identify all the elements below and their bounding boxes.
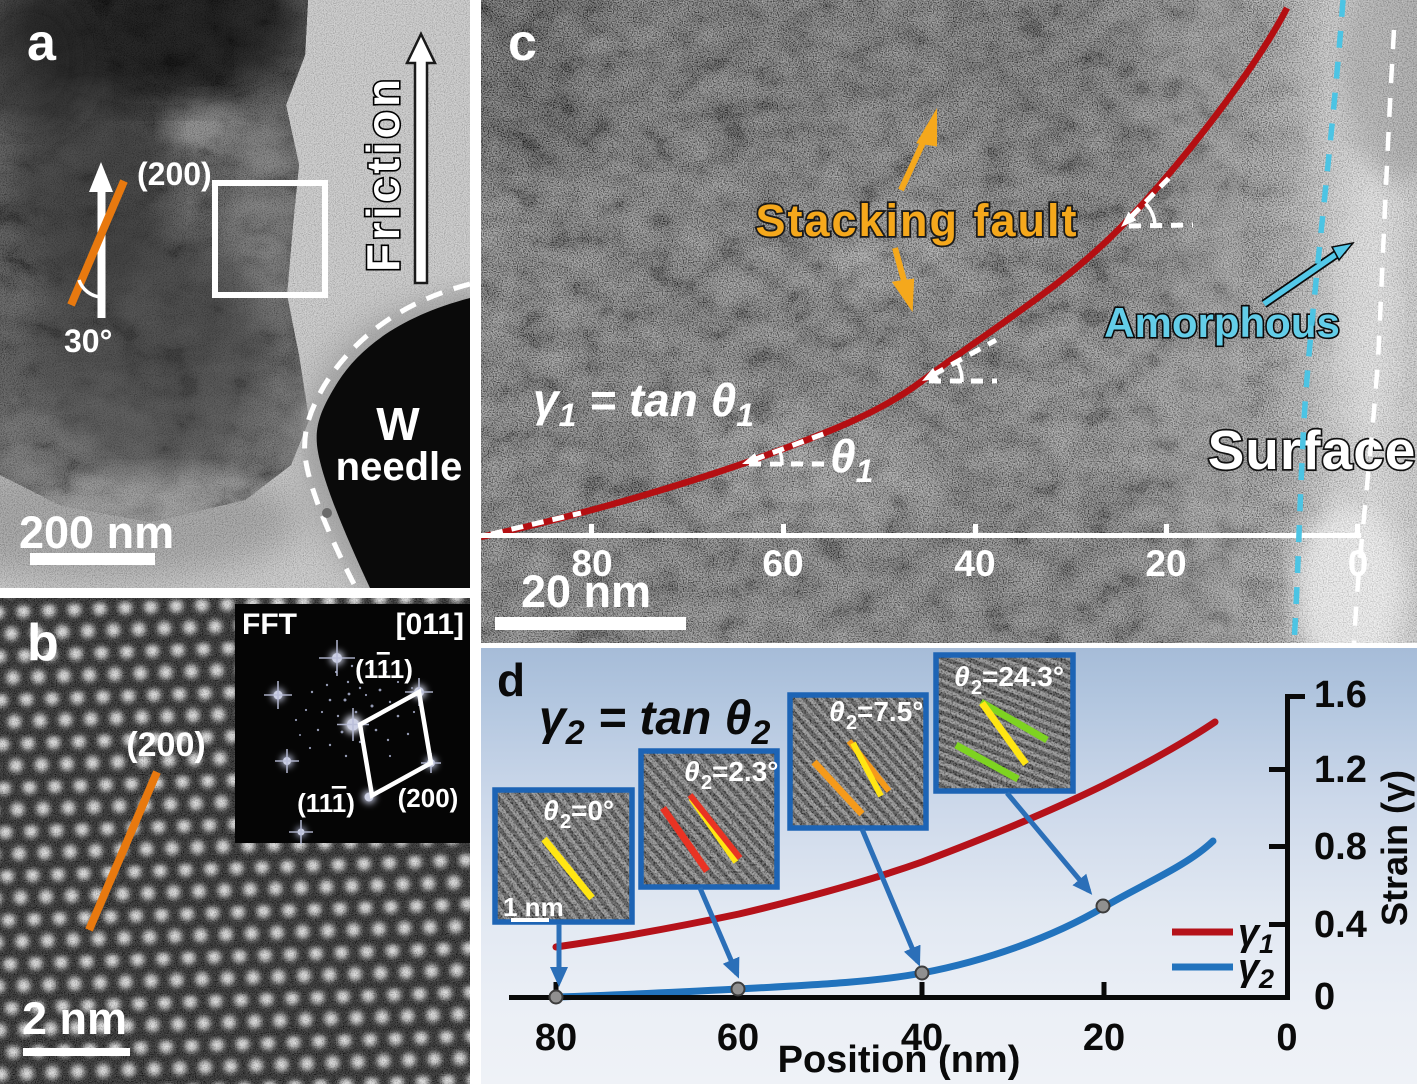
svg-text:2: 2 xyxy=(971,677,982,699)
svg-text:80: 80 xyxy=(571,543,612,584)
svg-text:(111): (111) xyxy=(355,654,413,684)
svg-text:W: W xyxy=(376,398,420,450)
svg-text:FFT: FFT xyxy=(242,608,297,641)
svg-text:2: 2 xyxy=(1258,964,1274,994)
svg-text:c: c xyxy=(508,14,537,72)
svg-text:40: 40 xyxy=(954,543,995,584)
svg-text:θ: θ xyxy=(829,696,845,727)
svg-text:=24.3°: =24.3° xyxy=(982,661,1064,692)
svg-text:b: b xyxy=(27,614,59,672)
svg-text:(200): (200) xyxy=(126,726,205,764)
svg-text:=2.3°: =2.3° xyxy=(712,756,778,787)
svg-text:Position (nm): Position (nm) xyxy=(778,1039,1021,1081)
svg-text:Surface: Surface xyxy=(1208,419,1417,481)
svg-text:0.4: 0.4 xyxy=(1314,904,1367,946)
svg-text:(200): (200) xyxy=(398,783,459,813)
svg-text:[011]: [011] xyxy=(396,608,464,641)
svg-text:1.6: 1.6 xyxy=(1314,674,1367,716)
svg-text:(200): (200) xyxy=(137,156,212,192)
svg-text:θ: θ xyxy=(543,795,559,826)
svg-text:0: 0 xyxy=(1348,543,1369,584)
svg-text:γ1 = tan θ1: γ1 = tan θ1 xyxy=(533,374,754,433)
svg-text:20 nm: 20 nm xyxy=(521,566,651,617)
svg-text:0: 0 xyxy=(1314,976,1335,1018)
svg-text:1: 1 xyxy=(1259,929,1274,959)
svg-text:γ2 = tan θ2: γ2 = tan θ2 xyxy=(539,692,770,752)
svg-text:θ: θ xyxy=(684,756,700,787)
svg-text:γ: γ xyxy=(1238,947,1261,989)
svg-text:=0°: =0° xyxy=(571,795,614,826)
svg-text:0.8: 0.8 xyxy=(1314,826,1367,868)
svg-text:Amorphous: Amorphous xyxy=(1104,299,1340,346)
svg-text:Strain (γ): Strain (γ) xyxy=(1374,770,1415,926)
svg-text:2: 2 xyxy=(701,772,712,794)
svg-text:Friction: Friction xyxy=(357,75,409,272)
svg-text:200 nm: 200 nm xyxy=(19,507,174,558)
svg-text:(111): (111) xyxy=(297,788,355,818)
svg-text:40: 40 xyxy=(901,1017,943,1059)
svg-text:20: 20 xyxy=(1145,543,1186,584)
svg-text:needle: needle xyxy=(336,445,463,489)
svg-text:Stacking fault: Stacking fault xyxy=(755,195,1078,246)
svg-text:0: 0 xyxy=(1276,1017,1297,1059)
svg-text:2: 2 xyxy=(560,811,571,833)
svg-text:80: 80 xyxy=(535,1017,577,1059)
svg-text:60: 60 xyxy=(762,543,803,584)
svg-text:=7.5°: =7.5° xyxy=(857,696,923,727)
svg-text:60: 60 xyxy=(717,1017,759,1059)
svg-text:a: a xyxy=(27,14,57,72)
svg-text:1.2: 1.2 xyxy=(1314,749,1367,791)
svg-text:20: 20 xyxy=(1083,1017,1125,1059)
svg-text:2 nm: 2 nm xyxy=(22,993,127,1044)
svg-text:θ1: θ1 xyxy=(830,430,873,489)
svg-text:d: d xyxy=(497,654,525,706)
svg-text:θ: θ xyxy=(954,661,970,692)
svg-text:30°: 30° xyxy=(64,323,112,359)
svg-text:γ: γ xyxy=(1238,912,1261,954)
svg-text:1 nm: 1 nm xyxy=(503,892,564,922)
svg-text:2: 2 xyxy=(846,712,857,734)
